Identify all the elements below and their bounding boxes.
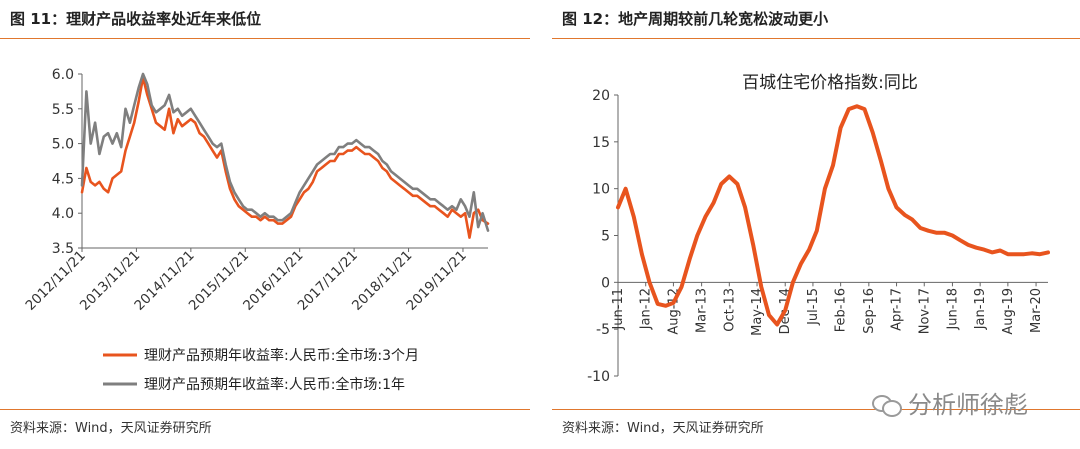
right-figure-title: 图 12：地产周期较前几轮宽松波动更小 bbox=[562, 10, 829, 28]
watermark-text: 分析师徐彪 bbox=[908, 391, 1028, 419]
right-y-tick-label: 15 bbox=[592, 135, 610, 151]
right-x-tick-label: May-14 bbox=[750, 288, 765, 336]
right-x-tick-label: Feb-16 bbox=[834, 288, 849, 332]
left-line-chart: 3.54.04.55.05.56.02012/11/212013/11/2120… bbox=[22, 67, 490, 393]
right-title-rule bbox=[552, 38, 1080, 39]
left-source-note: 资料来源：Wind，天风证券研究所 bbox=[10, 421, 212, 436]
legend-label-2: 理财产品预期年收益率:人民币:全市场:1年 bbox=[144, 376, 405, 393]
right-x-tick-label: Oct-13 bbox=[722, 288, 737, 332]
right-x-tick-label: Jan-12 bbox=[639, 288, 654, 330]
watermark: 分析师徐彪 bbox=[872, 385, 1028, 420]
right-x-tick-label: Sep-16 bbox=[862, 288, 877, 334]
right-x-tick-label: Mar-20 bbox=[1029, 288, 1044, 333]
left-y-tick-label: 3.5 bbox=[52, 241, 74, 257]
right-y-tick-label: -10 bbox=[587, 369, 610, 385]
left-source-rule bbox=[0, 409, 530, 410]
left-series-line-2 bbox=[80, 72, 490, 232]
left-series-line-1 bbox=[80, 76, 490, 239]
right-x-tick-label: Apr-17 bbox=[890, 288, 905, 331]
left-y-tick-label: 4.0 bbox=[52, 206, 74, 222]
right-x-tick-label: Jan-19 bbox=[973, 288, 988, 330]
left-chart-panel: 图 11：理财产品收益率处近年来低位 3.5 4.0 4.5 5.0 5.5 6.0 201… bbox=[0, 0, 530, 449]
right-y-tick-label: 10 bbox=[592, 182, 610, 198]
left-y-tick-label: 6.0 bbox=[52, 67, 74, 83]
right-x-tick-label: Aug-19 bbox=[1001, 288, 1016, 335]
left-y-tick-label: 4.5 bbox=[52, 171, 74, 187]
wechat-icon bbox=[872, 393, 902, 417]
left-figure-title: 图 11：理财产品收益率处近年来低位 bbox=[10, 10, 262, 28]
left-title-rule bbox=[0, 38, 530, 39]
right-y-tick-label: 0 bbox=[601, 275, 610, 291]
legend-label-1: 理财产品预期年收益率:人民币:全市场:3个月 bbox=[144, 347, 419, 364]
right-source-rule bbox=[552, 409, 1080, 410]
right-y-tick-label: 5 bbox=[601, 229, 610, 245]
right-x-tick-label: Nov-17 bbox=[917, 288, 932, 334]
right-x-tick-label: Jun-11 bbox=[611, 288, 626, 331]
right-x-tick-label: Mar-13 bbox=[695, 288, 710, 333]
right-line-chart: 百城住宅价格指数:同比 -10 -5 0 5 10 15 20 Jun-11 Jan-12 Aug-… bbox=[587, 73, 1050, 385]
left-y-tick-label: 5.0 bbox=[52, 137, 74, 153]
right-y-tick-label: 20 bbox=[592, 88, 610, 104]
right-x-tick-label: Aug-12 bbox=[666, 288, 681, 335]
right-chart-panel: 图 12：地产周期较前几轮宽松波动更小 百城住宅价格指数:同比 -10 -5 0 5 10… bbox=[552, 0, 1080, 449]
left-y-tick-label: 5.5 bbox=[52, 102, 74, 118]
right-series-line-1 bbox=[616, 104, 1050, 327]
right-x-tick-label: Jul-15 bbox=[806, 288, 821, 326]
right-x-tick-label: Jun-18 bbox=[945, 288, 960, 331]
right-source-note: 资料来源：Wind，天风证券研究所 bbox=[562, 421, 764, 436]
right-y-tick-label: -5 bbox=[596, 322, 610, 338]
right-chart-title: 百城住宅价格指数:同比 bbox=[742, 73, 918, 93]
